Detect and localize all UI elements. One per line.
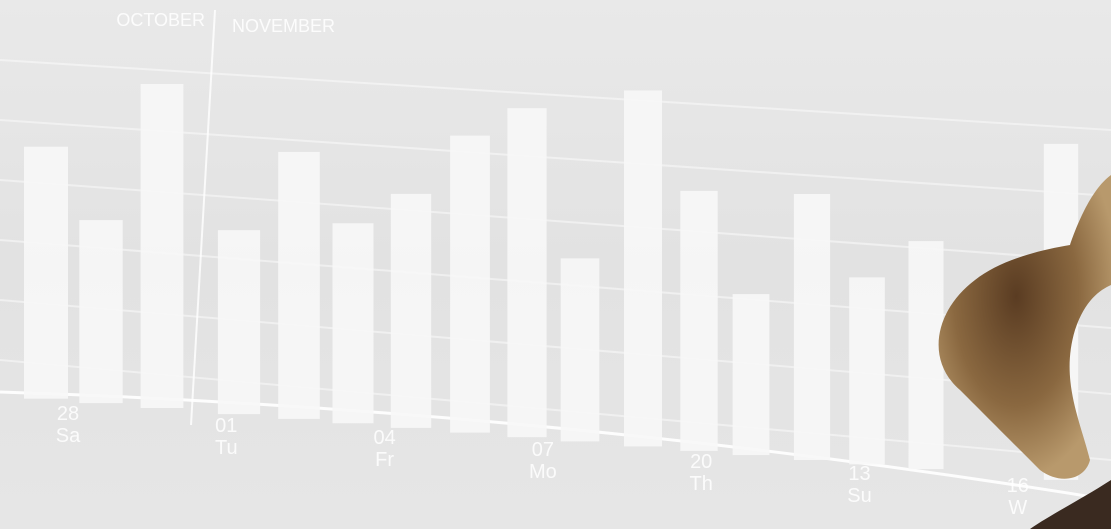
bar [217,230,261,415]
day-label: Th [690,473,713,495]
bar [908,241,944,470]
grid-line [0,119,1111,197]
bar [849,277,885,465]
day-label: Tu [215,437,238,459]
date-label: 01 [215,415,237,437]
bar [793,193,831,460]
bar [450,135,490,433]
bar [560,258,600,442]
bar [507,108,547,438]
date-label: 13 [848,463,870,485]
bar [624,90,662,447]
bars [24,83,1079,480]
day-label: Sa [56,425,81,447]
bar [332,223,374,424]
bar [680,190,718,451]
month-label: OCTOBER [116,10,205,30]
grid-line [0,59,1111,131]
day-label: Su [847,485,871,507]
bar [24,146,68,399]
date-label: 16 [1007,475,1029,497]
day-label: Fr [375,449,394,471]
date-label: 28 [57,403,79,425]
hair-photo [938,175,1111,479]
shoulder-photo [1030,480,1111,529]
date-label: 20 [690,451,712,473]
date-label: 04 [373,427,395,449]
day-label: W [1008,497,1027,519]
bar [278,151,320,419]
bar [140,83,184,408]
bar [732,294,770,456]
month-label: NOVEMBER [232,16,335,36]
day-label: Mo [529,461,557,483]
month-divider [190,9,216,426]
bar [390,193,432,428]
bar [79,220,123,404]
date-label: 07 [532,439,554,461]
